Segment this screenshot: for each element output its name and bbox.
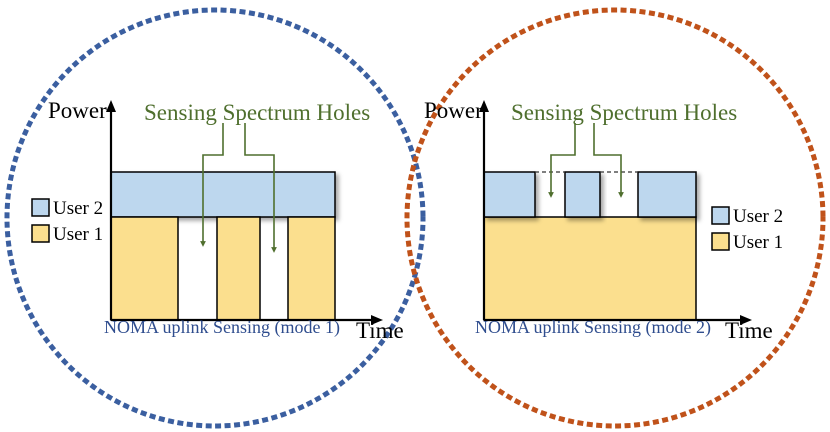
svg-text:User 2: User 2: [53, 198, 103, 219]
svg-text:User 1: User 1: [53, 224, 103, 245]
svg-text:Power: Power: [48, 98, 107, 123]
svg-text:User 2: User 2: [733, 206, 783, 227]
svg-text:Time: Time: [356, 318, 404, 343]
svg-text:NOMA uplink Sensing (mode 2): NOMA uplink Sensing (mode 2): [475, 317, 711, 338]
svg-text:NOMA uplink Sensing (mode 1): NOMA uplink Sensing (mode 1): [104, 317, 340, 338]
svg-text:Sensing Spectrum Holes: Sensing Spectrum Holes: [144, 100, 370, 125]
svg-text:Sensing Spectrum Holes: Sensing Spectrum Holes: [511, 100, 737, 125]
svg-text:User 1: User 1: [733, 232, 783, 253]
svg-text:Power: Power: [424, 98, 483, 123]
svg-text:Time: Time: [725, 318, 773, 343]
